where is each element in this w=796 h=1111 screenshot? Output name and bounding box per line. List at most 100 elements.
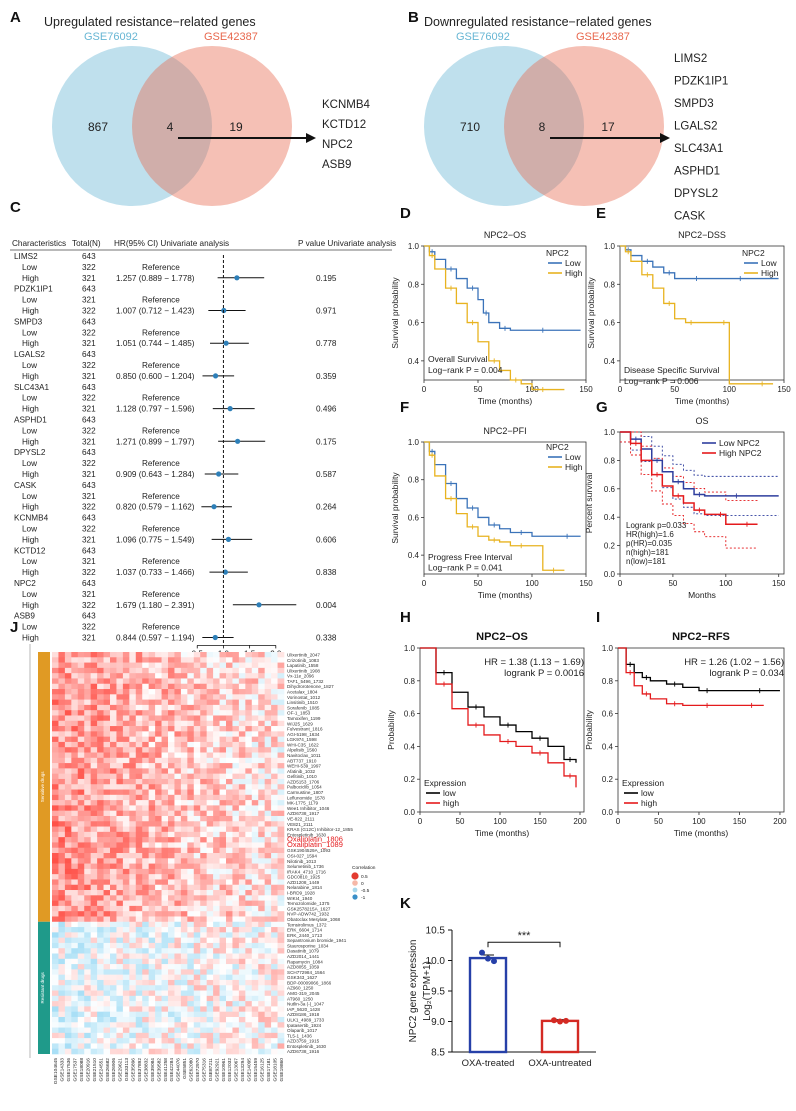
heatmap-cell <box>155 694 162 700</box>
heatmap-cell <box>277 710 285 716</box>
heatmap-cell <box>271 667 278 674</box>
heatmap-cell <box>103 831 111 838</box>
heatmap-cell <box>148 905 156 912</box>
heatmap-cell <box>148 932 156 938</box>
km-y-tick-label: 0.4 <box>408 551 420 560</box>
heatmap-cell <box>110 662 117 669</box>
heatmap-cell <box>77 794 85 801</box>
panel-letter-d: D <box>400 205 411 222</box>
forest-point <box>216 471 222 477</box>
heatmap-cell <box>161 916 169 923</box>
heatmap-cell <box>180 831 188 838</box>
heatmap-cell <box>129 853 137 859</box>
heatmap-cell <box>103 895 111 901</box>
heatmap-cell <box>277 974 285 981</box>
heatmap-cell <box>213 964 220 970</box>
heatmap-cell <box>238 979 246 986</box>
heatmap-cell <box>142 1032 149 1039</box>
heatmap-cell <box>135 768 143 774</box>
heatmap-cell <box>135 784 143 790</box>
heatmap-cell <box>174 948 182 954</box>
heatmap-cell <box>52 927 59 933</box>
heatmap-cell <box>155 794 162 801</box>
heatmap-cell <box>77 985 85 991</box>
heatmap-cell <box>168 657 175 663</box>
heatmap-cell <box>264 874 272 880</box>
forest-reference: Reference <box>142 557 180 566</box>
heatmap-cell <box>77 1006 85 1012</box>
heatmap-cell <box>142 763 149 769</box>
heatmap-cell <box>129 800 137 806</box>
heatmap-cell <box>84 895 91 901</box>
heatmap-cell <box>213 715 220 722</box>
heatmap-cell <box>110 821 117 827</box>
heatmap-row-label: I-BRD9_1928 <box>287 891 315 896</box>
heatmap-cell <box>161 874 169 880</box>
heatmap-cell <box>155 874 162 880</box>
heatmap-cell <box>129 837 137 843</box>
heatmap-col-label: GSE33113 <box>124 1058 130 1081</box>
km-y-label: Percent survival <box>584 473 594 534</box>
heatmap-cell <box>155 911 162 917</box>
heatmap-cell <box>129 932 137 938</box>
heatmap-cell <box>77 921 85 928</box>
heatmap-cell <box>122 979 130 986</box>
heatmap-cell <box>174 1038 182 1044</box>
heatmap-cell <box>97 1016 104 1023</box>
heatmap-cell <box>90 953 98 960</box>
heatmap-cell <box>213 699 220 706</box>
heatmap-cell <box>64 858 72 864</box>
heatmap-cell <box>187 900 195 907</box>
heatmap-cell <box>213 1016 220 1023</box>
heatmap-cell <box>168 1027 175 1034</box>
heatmap-row-label: AZD1208_1449 <box>287 880 320 885</box>
heatmap-cell <box>238 1038 246 1044</box>
heatmap-cell <box>135 958 143 965</box>
heatmap-cell <box>193 657 201 663</box>
heatmap-cell <box>77 720 85 727</box>
heatmap-cell <box>52 942 59 949</box>
forest-p-value: 0.175 <box>316 437 337 446</box>
heatmap-col-label: GSE39084 <box>150 1058 156 1082</box>
heatmap-cell <box>180 731 188 737</box>
heatmap-cell <box>161 815 169 822</box>
heatmap-cell <box>226 1001 233 1007</box>
heatmap-cell <box>90 673 98 679</box>
heatmap-cell <box>264 847 272 854</box>
heatmap-cell <box>174 1022 182 1028</box>
heatmap-cell <box>135 990 143 997</box>
heatmap-cell <box>206 704 214 711</box>
heatmap-cell <box>122 853 130 859</box>
venn-title: Downregulated resistance−related genes <box>424 15 652 29</box>
km-title: NPC2−OS <box>484 230 526 240</box>
heatmap-cell <box>122 953 130 960</box>
heatmap-cell <box>122 847 130 854</box>
heatmap-cell <box>103 979 111 986</box>
heatmap-cell <box>232 726 240 732</box>
forest-header: P value Univariate analysis <box>298 239 396 248</box>
heatmap-cell <box>200 662 207 669</box>
heatmap-cell <box>122 752 130 759</box>
heatmap-cell <box>277 826 285 833</box>
heatmap-cell <box>129 720 137 727</box>
heatmap-row-label: TL5-1_1436 <box>287 1033 312 1038</box>
heatmap-cell <box>264 710 272 716</box>
heatmap-col-label: GSE87211 <box>208 1058 214 1081</box>
heatmap-cell <box>187 815 195 822</box>
heatmap-cell <box>142 1022 149 1028</box>
heatmap-cell <box>206 958 214 965</box>
heatmap-cell <box>116 694 124 700</box>
heatmap-cell <box>116 736 124 743</box>
heatmap-cell <box>52 916 59 923</box>
heatmap-cell <box>271 789 278 796</box>
heatmap-cell <box>77 652 85 658</box>
heatmap-cell <box>155 1016 162 1023</box>
heatmap-cell <box>213 652 220 658</box>
heatmap-cell <box>129 715 137 722</box>
heatmap-cell <box>64 683 72 690</box>
km-x-tick-label: 50 <box>668 579 677 588</box>
heatmap-cell <box>135 868 143 875</box>
heatmap-cell <box>219 979 227 986</box>
heatmap-cell <box>245 768 253 774</box>
heatmap-cell <box>90 858 98 864</box>
